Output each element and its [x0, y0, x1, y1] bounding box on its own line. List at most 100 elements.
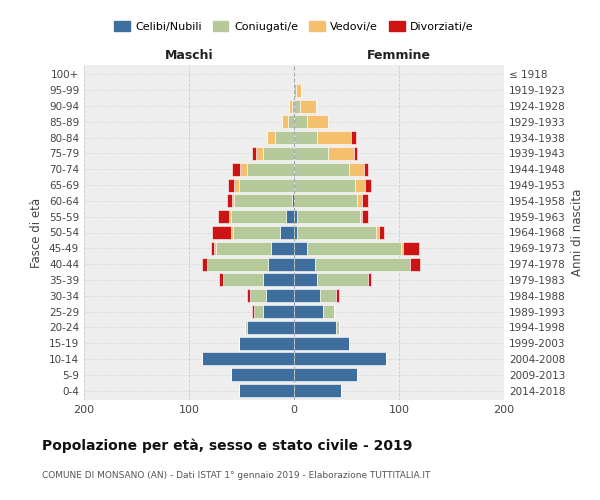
Bar: [220, 274, 223, 286]
Bar: [355, 178, 365, 192]
Bar: [207, 258, 268, 270]
Bar: [294, 305, 323, 318]
Bar: [350, 131, 356, 144]
Bar: [256, 147, 263, 160]
Bar: [357, 194, 362, 207]
Bar: [202, 352, 294, 366]
Y-axis label: Anni di nascita: Anni di nascita: [571, 189, 584, 276]
Bar: [294, 384, 341, 397]
Text: Femmine: Femmine: [367, 49, 431, 62]
Bar: [294, 178, 355, 192]
Bar: [245, 321, 247, 334]
Bar: [267, 131, 275, 144]
Bar: [317, 131, 351, 144]
Bar: [218, 210, 229, 223]
Bar: [292, 100, 294, 112]
Bar: [294, 289, 320, 302]
Bar: [283, 116, 288, 128]
Bar: [231, 226, 233, 239]
Bar: [223, 274, 263, 286]
Bar: [317, 274, 367, 286]
Bar: [232, 163, 241, 176]
Bar: [297, 210, 360, 223]
Bar: [254, 305, 263, 318]
Bar: [263, 305, 294, 318]
Bar: [349, 163, 364, 176]
Bar: [294, 131, 317, 144]
Bar: [336, 289, 339, 302]
Bar: [409, 258, 420, 270]
Bar: [294, 368, 357, 381]
Bar: [252, 305, 254, 318]
Bar: [294, 147, 328, 160]
Bar: [232, 194, 234, 207]
Bar: [280, 226, 294, 239]
Bar: [320, 289, 336, 302]
Bar: [247, 321, 294, 334]
Bar: [239, 384, 294, 397]
Bar: [275, 131, 294, 144]
Text: Popolazione per età, sesso e stato civile - 2019: Popolazione per età, sesso e stato civil…: [42, 438, 412, 453]
Bar: [336, 321, 339, 334]
Bar: [216, 242, 271, 255]
Bar: [286, 210, 294, 223]
Bar: [307, 242, 401, 255]
Y-axis label: Fasce di età: Fasce di età: [31, 198, 43, 268]
Bar: [294, 194, 357, 207]
Bar: [294, 321, 336, 334]
Bar: [360, 210, 362, 223]
Bar: [294, 352, 386, 366]
Bar: [231, 210, 286, 223]
Bar: [227, 194, 232, 207]
Bar: [307, 116, 328, 128]
Bar: [263, 274, 294, 286]
Bar: [301, 100, 316, 112]
Bar: [294, 116, 307, 128]
Bar: [266, 289, 294, 302]
Bar: [364, 163, 367, 176]
Bar: [247, 163, 294, 176]
Bar: [297, 226, 376, 239]
Bar: [228, 178, 234, 192]
Bar: [294, 242, 307, 255]
Bar: [202, 258, 207, 270]
Bar: [289, 100, 292, 112]
Bar: [233, 226, 280, 239]
Bar: [294, 84, 296, 97]
Bar: [250, 289, 266, 302]
Bar: [362, 210, 367, 223]
Bar: [292, 194, 294, 207]
Bar: [293, 84, 294, 97]
Bar: [239, 178, 294, 192]
Bar: [294, 100, 301, 112]
Bar: [234, 178, 239, 192]
Bar: [401, 242, 403, 255]
Bar: [241, 163, 247, 176]
Bar: [296, 84, 301, 97]
Bar: [268, 258, 294, 270]
Bar: [231, 368, 294, 381]
Bar: [328, 147, 354, 160]
Bar: [294, 274, 317, 286]
Bar: [376, 226, 379, 239]
Bar: [263, 147, 294, 160]
Bar: [362, 194, 367, 207]
Bar: [367, 274, 371, 286]
Bar: [214, 242, 217, 255]
Bar: [234, 194, 292, 207]
Bar: [294, 258, 315, 270]
Bar: [379, 226, 385, 239]
Bar: [229, 210, 231, 223]
Bar: [315, 258, 409, 270]
Bar: [212, 226, 231, 239]
Bar: [252, 147, 256, 160]
Bar: [403, 242, 419, 255]
Bar: [288, 116, 294, 128]
Bar: [294, 210, 297, 223]
Bar: [294, 226, 297, 239]
Bar: [271, 242, 294, 255]
Legend: Celibi/Nubili, Coniugati/e, Vedovi/e, Divorziati/e: Celibi/Nubili, Coniugati/e, Vedovi/e, Di…: [110, 17, 478, 36]
Bar: [211, 242, 214, 255]
Bar: [365, 178, 371, 192]
Text: Maschi: Maschi: [164, 49, 214, 62]
